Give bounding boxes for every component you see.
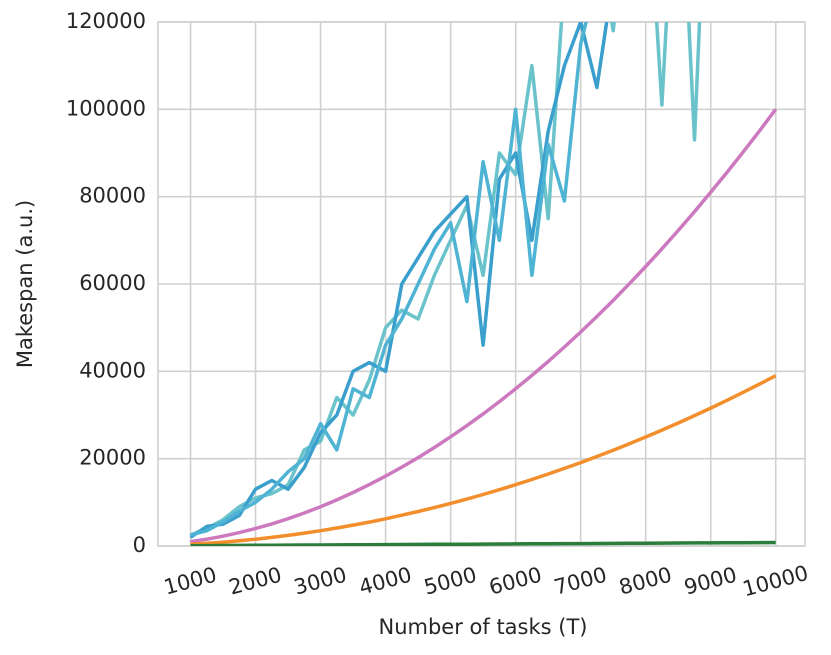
x-tick-label: 1000 (161, 563, 219, 600)
y-tick-label: 60000 (79, 271, 146, 295)
series-line (189, 22, 609, 539)
y-axis-label: Makespan (a.u.) (13, 200, 37, 368)
x-tick-label: 3000 (291, 563, 349, 600)
y-tick-label: 100000 (66, 96, 146, 120)
x-tick-label: 5000 (421, 563, 479, 600)
series-line (189, 22, 702, 537)
series-line (190, 22, 588, 537)
x-tick-label: 9000 (682, 563, 740, 600)
series-line (190, 374, 777, 546)
plot-frame (157, 21, 806, 547)
y-tick-label: 20000 (79, 446, 146, 470)
x-tick-label: 8000 (617, 563, 675, 600)
x-axis-label: Number of tasks (T) (379, 615, 588, 639)
y-tick-label: 0 (133, 533, 146, 557)
x-tick-label: 6000 (486, 563, 544, 600)
x-tick-label: 7000 (551, 563, 609, 600)
series-line (190, 540, 776, 546)
plot-area (189, 22, 778, 546)
series-line (190, 108, 778, 544)
y-tick-label: 120000 (66, 9, 146, 33)
x-tick-label: 10000 (740, 561, 811, 601)
y-tick-label: 80000 (79, 184, 146, 208)
x-tick-label: 2000 (226, 563, 284, 600)
x-tick-label: 4000 (356, 563, 414, 600)
y-tick-label: 40000 (79, 358, 146, 382)
